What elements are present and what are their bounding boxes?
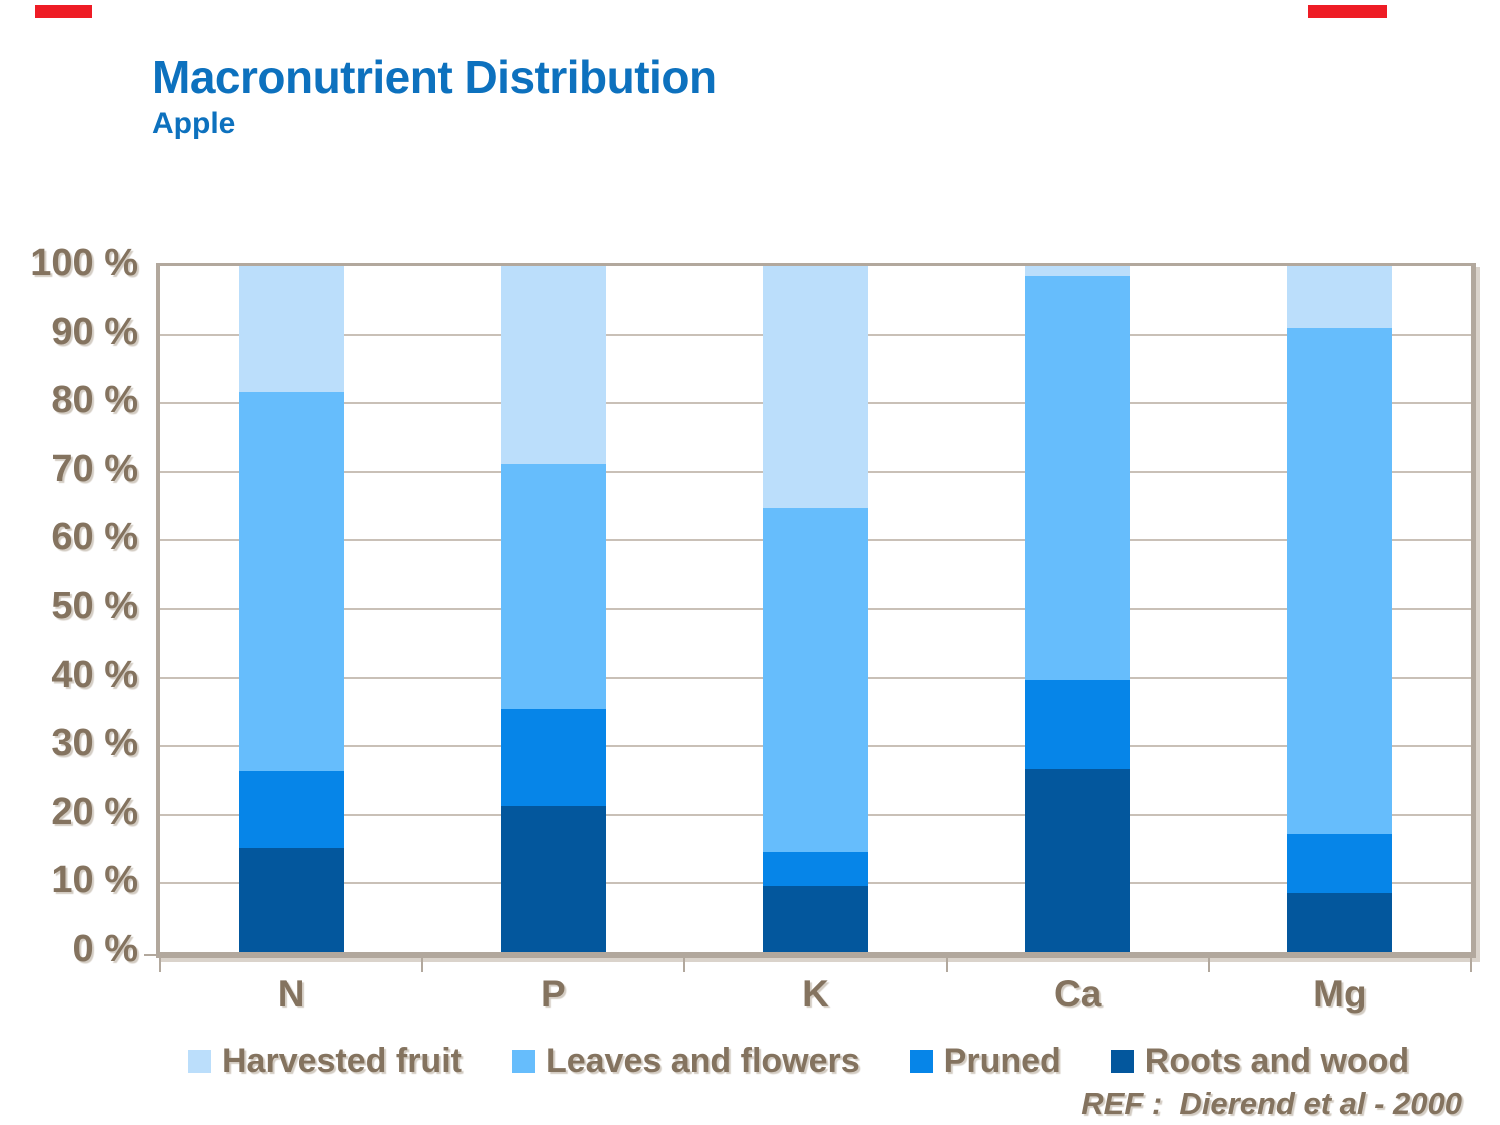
x-tick-label-Ca: Ca — [1054, 973, 1102, 1014]
bar-segment-Mg-pruned — [1287, 834, 1393, 893]
bar-segment-P-leaves-and-flowers — [500, 463, 606, 710]
bar-segment-Mg-leaves-and-flowers — [1287, 327, 1393, 834]
legend-label: Harvested fruit — [222, 1042, 462, 1080]
red-accent-right — [1308, 5, 1387, 18]
legend-item-harvested-fruit: Harvested fruit — [188, 1041, 462, 1081]
y-tick-label: 100 % — [30, 242, 138, 284]
bar-segment-K-roots-and-wood — [763, 886, 868, 952]
bar-segment-K-leaves-and-flowers — [763, 508, 868, 852]
x-tick-label-Mg: Mg — [1313, 973, 1367, 1014]
bar-segment-K-pruned — [763, 851, 868, 887]
legend-item-roots-and-wood: Roots and wood — [1110, 1041, 1410, 1081]
bar-segment-Mg-roots-and-wood — [1287, 892, 1393, 952]
x-tick-label-N: N — [277, 973, 305, 1014]
bar-segment-K-harvested-fruit — [763, 266, 868, 509]
legend-swatch — [511, 1049, 535, 1073]
y-tick-label: 20 % — [51, 790, 138, 833]
legend-item-pruned: Pruned — [909, 1041, 1061, 1081]
red-accent-left — [35, 5, 92, 18]
y-tick-label: 80 % — [51, 379, 138, 422]
bar-segment-P-roots-and-wood — [500, 805, 606, 952]
bar-K — [763, 266, 868, 952]
page-subtitle: Apple — [152, 107, 236, 140]
page-title: Macronutrient Distribution — [152, 51, 717, 103]
x-tick-label-P: P — [540, 973, 566, 1014]
x-axis-labels: N P K Ca Mg — [160, 974, 1471, 1018]
x-axis-tick — [421, 957, 424, 972]
bar-Ca — [1025, 266, 1131, 952]
x-tick-label-K: K — [802, 973, 829, 1014]
bar-segment-Ca-harvested-fruit — [1025, 266, 1131, 277]
x-axis-tick — [1207, 957, 1210, 972]
legend-label: Pruned — [943, 1042, 1061, 1080]
y-axis-zero-tick — [144, 954, 156, 956]
y-tick-label: 60 % — [51, 516, 138, 559]
y-tick-label: 70 % — [51, 447, 138, 490]
bar-segment-N-pruned — [238, 770, 344, 849]
reference-note: REF : Dierend et al - 2000 — [1081, 1086, 1462, 1121]
y-tick-label: 30 % — [51, 722, 138, 765]
bar-segment-P-harvested-fruit — [500, 266, 606, 464]
x-axis-tick — [683, 957, 686, 972]
y-tick-label: 10 % — [51, 859, 138, 902]
bar-segment-Ca-roots-and-wood — [1025, 768, 1131, 952]
header: Macronutrient Distribution Apple — [152, 52, 717, 140]
y-axis-labels: 0 % 10 % 20 % 30 % 40 % 50 % 60 % 70 % 80 % 90 % 1… — [14, 243, 138, 969]
bar-P — [500, 266, 606, 952]
y-tick-label: 90 % — [51, 310, 138, 353]
bar-segment-Ca-leaves-and-flowers — [1025, 276, 1131, 681]
legend-label: Roots and wood — [1144, 1042, 1410, 1080]
legend-swatch — [1110, 1049, 1134, 1073]
legend-swatch — [188, 1049, 211, 1073]
legend-swatch — [909, 1049, 933, 1073]
legend-item-leaves-and-flowers: Leaves and flowers — [511, 1041, 860, 1081]
bar-segment-N-leaves-and-flowers — [238, 392, 344, 771]
x-axis-tick — [1470, 957, 1472, 972]
y-tick-label: 50 % — [51, 585, 138, 627]
bar-N — [238, 266, 344, 952]
y-tick-label: 0 % — [72, 928, 138, 970]
bar-Mg — [1287, 266, 1393, 952]
bar-segment-Mg-harvested-fruit — [1287, 266, 1393, 328]
bar-segment-Ca-pruned — [1025, 680, 1131, 769]
x-axis-tick — [945, 957, 948, 972]
bar-segment-N-roots-and-wood — [238, 848, 344, 952]
bar-segment-P-pruned — [500, 709, 606, 806]
legend-label: Leaves and flowers — [545, 1042, 860, 1080]
plot-area — [144, 263, 1476, 972]
x-axis-tick — [159, 957, 161, 972]
y-tick-label: 40 % — [51, 653, 138, 696]
bar-segment-N-harvested-fruit — [238, 266, 344, 393]
legend: Harvested fruit Leaves and flowers Pruned R… — [188, 1038, 1409, 1084]
